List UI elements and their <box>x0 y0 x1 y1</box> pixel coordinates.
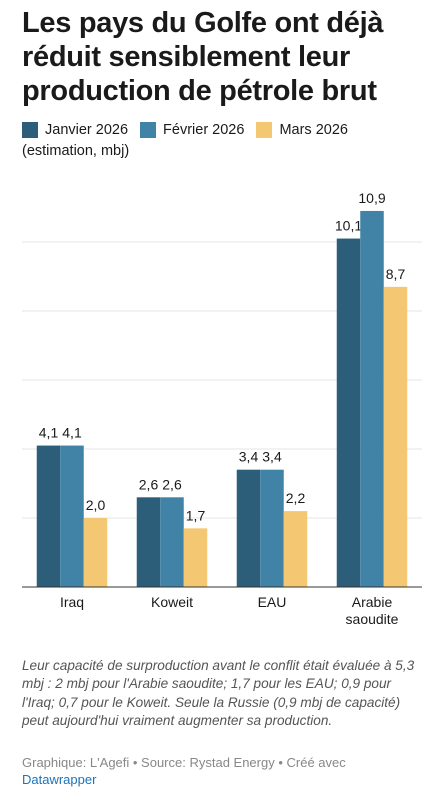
bar <box>136 497 161 587</box>
bar-value-label: 4,1 <box>39 425 59 441</box>
x-tick-label: Iraq <box>60 594 84 610</box>
x-tick-label: EAU <box>258 594 287 610</box>
bar <box>336 238 361 588</box>
x-tick-label: Koweit <box>151 594 193 610</box>
x-tick-label: Arabie saoudite <box>346 594 399 627</box>
legend-swatch-mars <box>256 122 273 138</box>
bar <box>60 445 84 587</box>
legend-label-fevrier: Février 2026 <box>163 122 245 138</box>
bar <box>183 528 208 587</box>
bar-value-label: 2,2 <box>286 490 306 506</box>
legend-label-janvier: Janvier 2026 <box>45 122 129 138</box>
legend: Janvier 2026 Février 2026 Mars 2026 <box>22 119 427 141</box>
bar-value-label: 4,1 <box>62 425 82 441</box>
legend-item-mars: Mars 2026 <box>256 119 348 141</box>
bar <box>283 511 308 587</box>
bar-value-label: 8,7 <box>386 266 406 282</box>
chart-note: Leur capacité de surproduction avant le … <box>22 658 415 728</box>
legend-item-janvier: Janvier 2026 <box>22 119 128 141</box>
bar-value-label: 10,9 <box>358 190 385 206</box>
chart-title: Les pays du Golfe ont déjà réduit sensib… <box>22 7 384 107</box>
legend-swatch-janvier <box>22 122 38 138</box>
bar-value-label: 10,1 <box>335 218 362 234</box>
legend-item-fevrier: Février 2026 <box>140 119 244 141</box>
footer-credit: Graphique: L'Agefi • Source: Rystad Ener… <box>22 755 346 770</box>
bar <box>383 286 408 587</box>
bar-value-label: 3,4 <box>239 449 259 465</box>
chart-subtitle: (estimation, mbj) <box>22 143 130 159</box>
chart-footer: Graphique: L'Agefi • Source: Rystad Ener… <box>22 754 422 788</box>
bar <box>83 518 108 587</box>
bar-value-label: 3,4 <box>262 449 282 465</box>
bar-value-label: 1,7 <box>186 507 206 523</box>
bar <box>236 469 261 587</box>
legend-swatch-fevrier <box>140 122 157 138</box>
legend-label-mars: Mars 2026 <box>279 122 348 138</box>
bar-value-label: 2,0 <box>86 497 106 513</box>
bar-value-label: 2,6 <box>139 476 159 492</box>
bar-chart: 4,1 4,12,02,6 2,61,73,4 3,42,210,110,98,7Ir… <box>22 190 422 627</box>
bar <box>360 210 384 587</box>
bar <box>36 445 61 587</box>
bar <box>260 469 284 587</box>
bar <box>160 497 184 587</box>
bar-value-label: 2,6 <box>162 476 182 492</box>
datawrapper-link[interactable]: Datawrapper <box>22 772 97 787</box>
